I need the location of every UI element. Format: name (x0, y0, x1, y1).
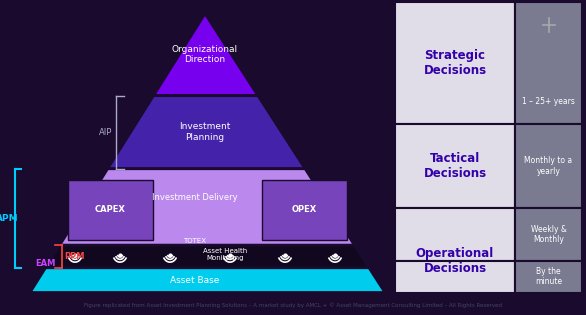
Bar (395, 261, 515, 293)
Text: Weekly &
Monthly: Weekly & Monthly (530, 225, 567, 244)
Text: APM: APM (0, 214, 18, 223)
Text: Operational
Decisions: Operational Decisions (416, 247, 494, 275)
Polygon shape (30, 268, 385, 293)
Text: PPM: PPM (64, 252, 85, 261)
Text: Figure replicated from Asset Investment Planning Solutions – A market study by A: Figure replicated from Asset Investment … (84, 303, 502, 308)
Text: By the
minute: By the minute (535, 267, 562, 286)
Text: Monthly to a
yearly: Monthly to a yearly (524, 156, 573, 176)
Text: Strategic
Decisions: Strategic Decisions (424, 49, 486, 77)
Text: Tactical
Decisions: Tactical Decisions (424, 152, 486, 180)
Polygon shape (154, 14, 258, 96)
Text: Asset Health
Monitoring: Asset Health Monitoring (203, 248, 247, 261)
Polygon shape (46, 245, 369, 268)
Text: CAPEX: CAPEX (95, 205, 125, 214)
Bar (515, 2, 582, 124)
Text: Investment Delivery: Investment Delivery (152, 193, 238, 203)
Bar (395, 208, 515, 261)
Polygon shape (108, 96, 305, 169)
Bar (395, 2, 515, 124)
Bar (515, 124, 582, 208)
Text: 1 – 25+ years: 1 – 25+ years (522, 97, 575, 106)
Bar (261, 180, 346, 240)
Text: Organizational
Direction: Organizational Direction (172, 45, 238, 64)
Bar (515, 261, 582, 293)
Bar (515, 208, 582, 261)
Bar (395, 124, 515, 208)
Text: OPEX: OPEX (291, 205, 316, 214)
Polygon shape (60, 169, 355, 245)
Text: Investment
Planning: Investment Planning (179, 123, 231, 142)
Text: Asset Base: Asset Base (171, 276, 220, 285)
Bar (67, 180, 152, 240)
Text: AIP: AIP (99, 128, 113, 137)
Text: TOTEX: TOTEX (183, 238, 206, 244)
Text: EAM: EAM (35, 259, 55, 268)
